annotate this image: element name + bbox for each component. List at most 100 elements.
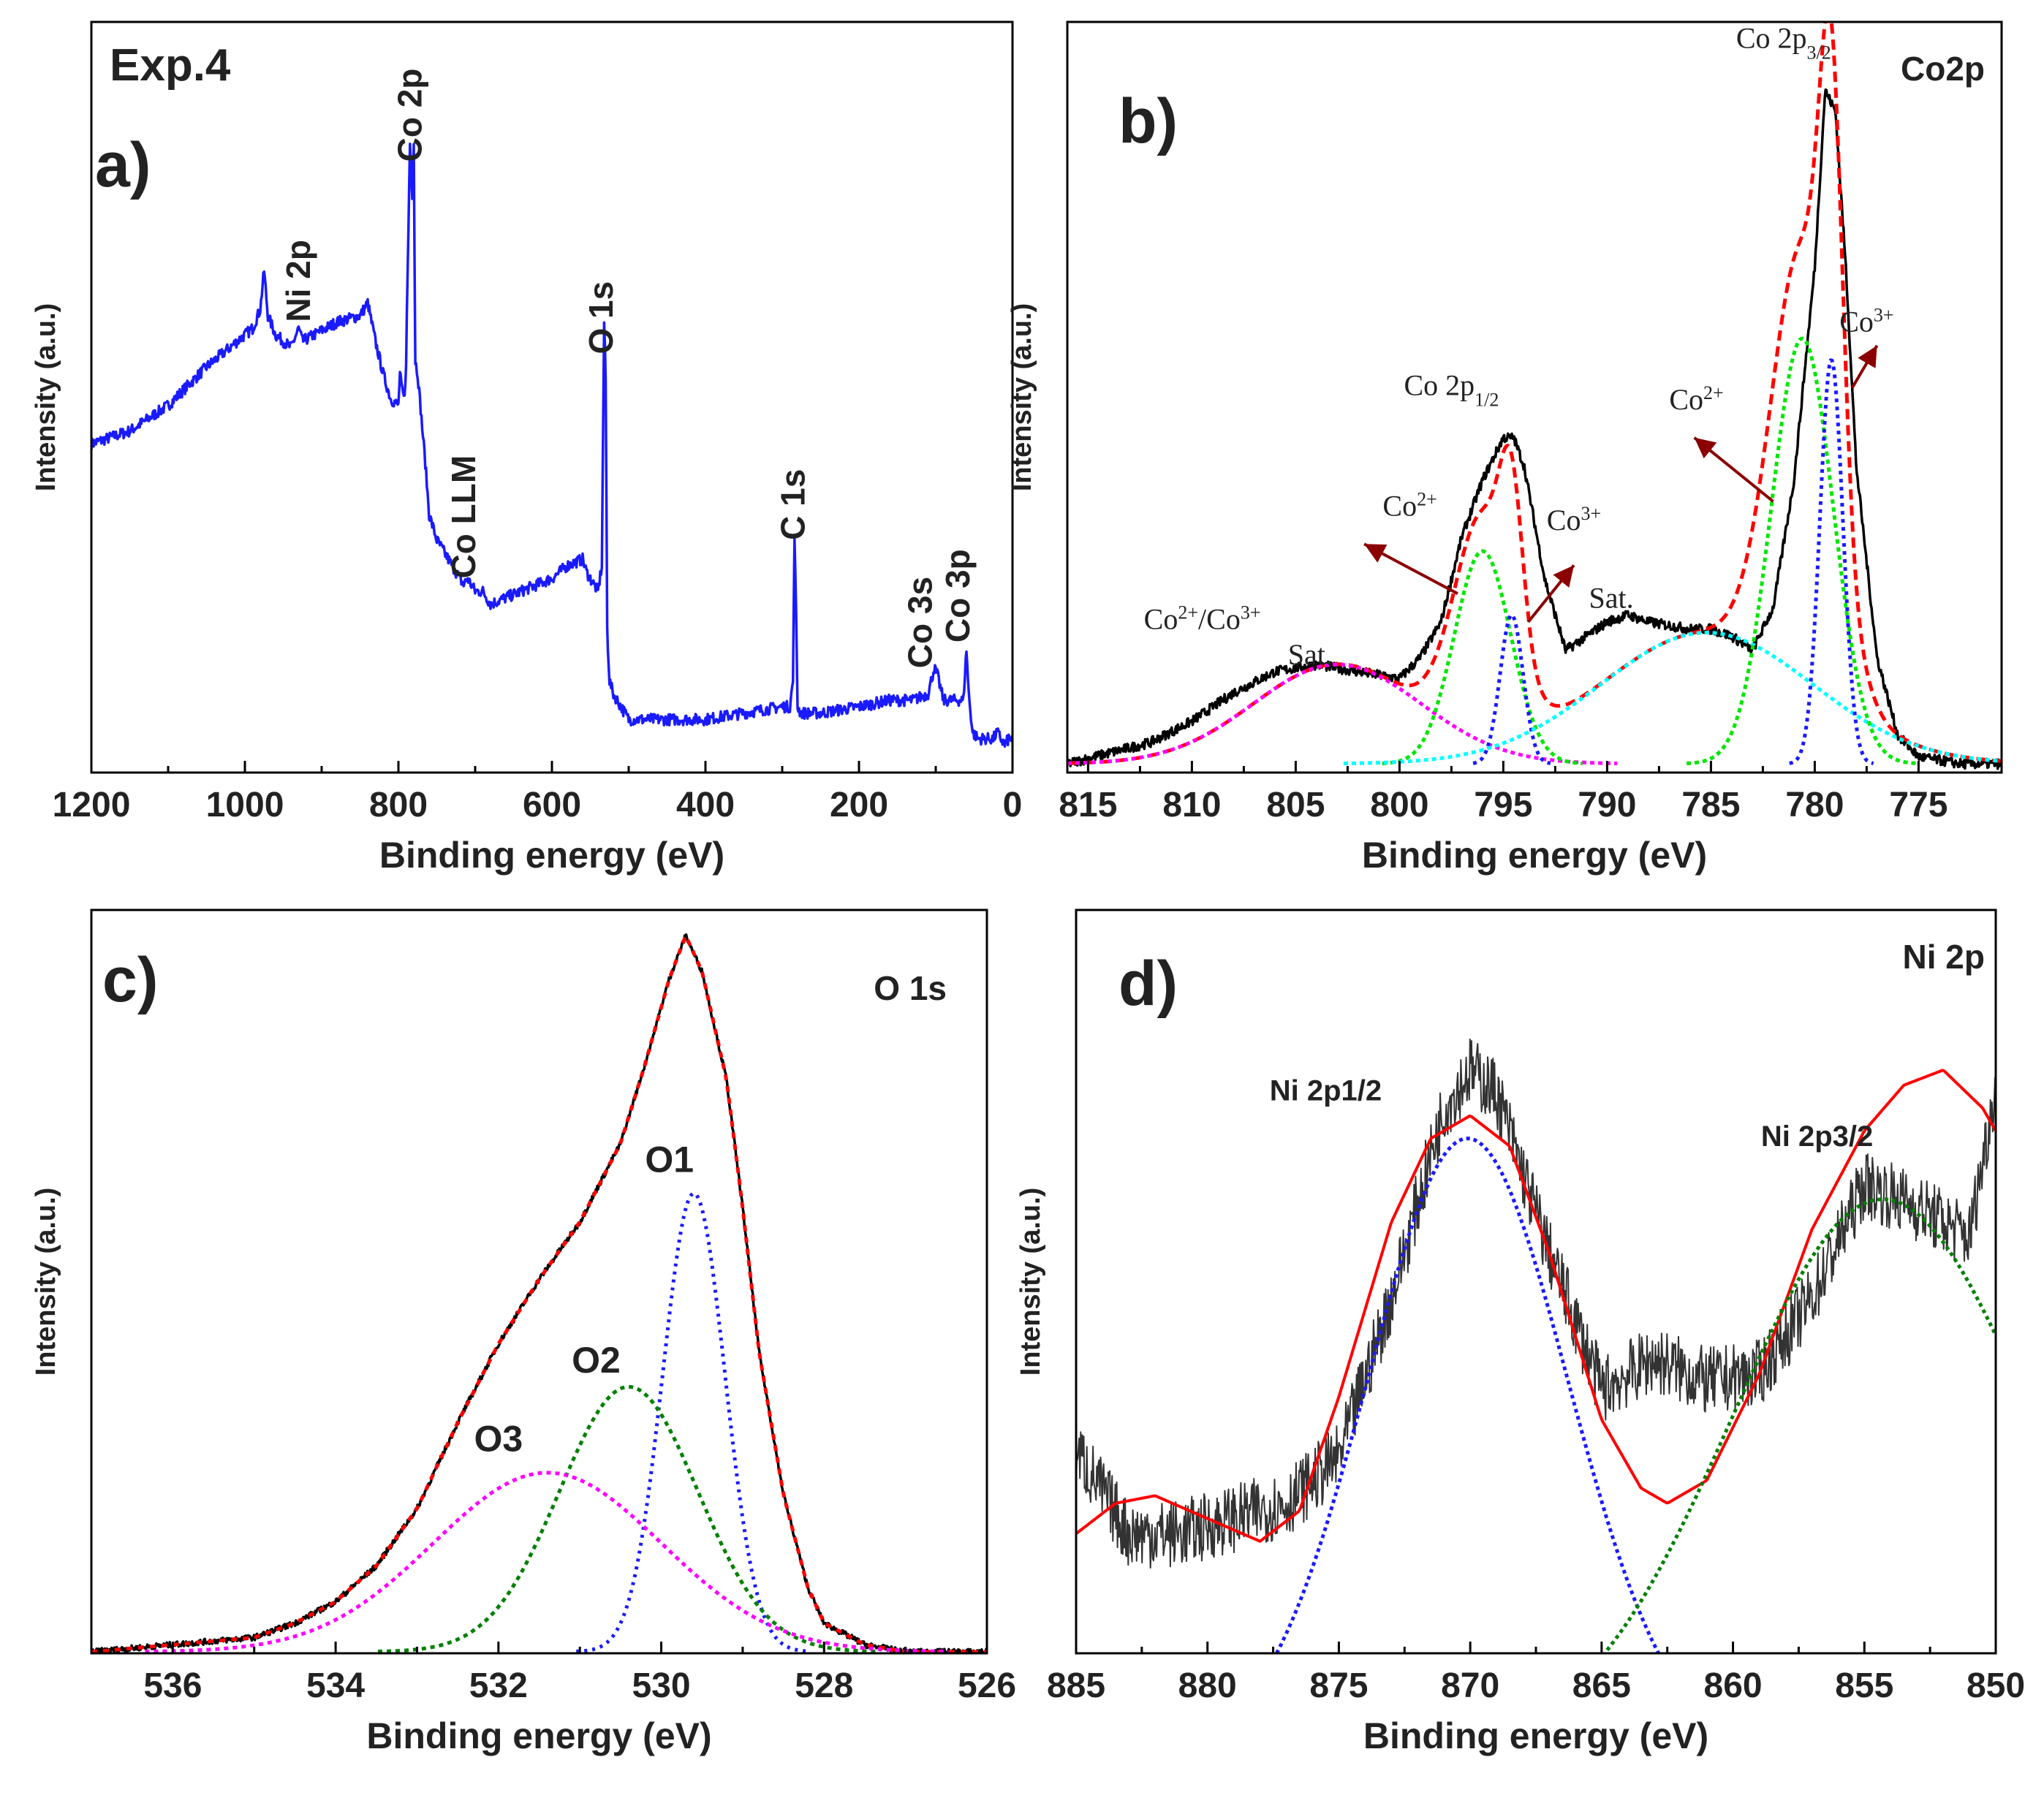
annotation-label: Ni 2p3/2 bbox=[1761, 1120, 1873, 1153]
series-line-0 bbox=[91, 143, 1012, 748]
panel-d: 885 880 875 870 865 860 855 850 Binding energy (… bbox=[1015, 909, 2025, 1756]
x-tick-label: 1200 bbox=[53, 786, 131, 824]
annotation-label: O3 bbox=[474, 1419, 523, 1460]
x-tick-label: 885 bbox=[1047, 1666, 1105, 1705]
peak-label: Co 2p bbox=[391, 69, 429, 162]
panel-c: 536 534 532 530 528 526 Binding energy (eV) Int… bbox=[31, 909, 1016, 1756]
annotation-label: Co3+ bbox=[1839, 304, 1893, 338]
series-line-2 bbox=[575, 1191, 811, 1653]
x-tick-label: 532 bbox=[469, 1666, 528, 1705]
annotation-label: Sat. bbox=[1288, 638, 1333, 671]
panel-letter: a) bbox=[95, 130, 151, 200]
plot-area bbox=[1067, 22, 2002, 770]
series-line-1 bbox=[91, 934, 987, 1653]
x-axis-label: Binding energy (eV) bbox=[366, 1715, 711, 1756]
peak-label: Co LLM bbox=[444, 455, 482, 579]
y-axis-label: Intensity (a.u.) bbox=[31, 303, 61, 492]
x-axis-label: Binding energy (eV) bbox=[379, 835, 724, 876]
annotation-label: Co2+ bbox=[1669, 382, 1723, 417]
series-line-4 bbox=[1472, 612, 1551, 765]
x-tick-label: 785 bbox=[1681, 786, 1740, 824]
x-tick-label: 1000 bbox=[206, 786, 284, 824]
panel-letter: b) bbox=[1118, 86, 1178, 156]
annotation-arrowhead bbox=[1553, 565, 1574, 588]
annotation-arrowhead bbox=[1364, 544, 1388, 563]
x-axis-label: Binding energy (eV) bbox=[1363, 1715, 1708, 1756]
plot-frame bbox=[90, 909, 988, 1655]
peak-label: C 1s bbox=[773, 469, 811, 540]
x-tick-label: 0 bbox=[1003, 786, 1023, 824]
y-axis-label: Intensity (a.u.) bbox=[31, 1188, 61, 1376]
annotation-label: O2 bbox=[572, 1340, 621, 1381]
x-tick-label: 400 bbox=[676, 786, 735, 824]
x-tick-label: 860 bbox=[1704, 1666, 1763, 1705]
x-tick-label: 800 bbox=[369, 786, 428, 824]
x-tick-label: 536 bbox=[143, 1666, 202, 1705]
x-tick-label: 534 bbox=[306, 1666, 365, 1705]
x-tick-label: 775 bbox=[1889, 786, 1948, 824]
series-line-0 bbox=[1067, 88, 2002, 770]
peak-label: O 1s bbox=[582, 281, 620, 354]
annotation-label: Co2+/Co3+ bbox=[1144, 602, 1261, 636]
x-tick-label: 875 bbox=[1309, 1666, 1368, 1705]
series-line-7 bbox=[1789, 358, 1874, 765]
annotation-arrowhead bbox=[1694, 437, 1717, 459]
x-tick-label: 526 bbox=[958, 1666, 1016, 1705]
annotation-label: Co 2p1/2 bbox=[1404, 369, 1499, 411]
panel-b: 815 810 805 800 795 790 785 780 775 Binding energ… bbox=[1007, 20, 2003, 876]
x-tick-label: 865 bbox=[1572, 1666, 1631, 1705]
figure-experiment-label: Exp.4 bbox=[110, 40, 231, 91]
plot-area bbox=[91, 143, 1012, 748]
series-line-4 bbox=[144, 1471, 950, 1653]
peak-label: Co 3p bbox=[939, 549, 977, 642]
x-tick-label: 870 bbox=[1441, 1666, 1499, 1705]
plot-frame bbox=[90, 20, 1014, 774]
panel-title: O 1s bbox=[874, 969, 947, 1007]
x-tick-label: 780 bbox=[1785, 786, 1844, 824]
y-axis-label: Intensity (a.u.) bbox=[1015, 1188, 1046, 1376]
panel-title: Ni 2p bbox=[1903, 938, 1985, 976]
x-tick-label: 600 bbox=[523, 786, 581, 824]
series-line-0 bbox=[1076, 1038, 1996, 1569]
x-tick-label: 530 bbox=[632, 1666, 690, 1705]
x-tick-label: 810 bbox=[1162, 786, 1221, 824]
x-tick-label: 850 bbox=[1967, 1666, 2025, 1705]
series-line-2 bbox=[1274, 1137, 1661, 1653]
series-line-3 bbox=[1382, 549, 1583, 765]
series-line-3 bbox=[1602, 1197, 1996, 1653]
plot-frame bbox=[1066, 20, 2003, 774]
x-tick-label: 795 bbox=[1474, 786, 1532, 824]
plot-area bbox=[1076, 1038, 1996, 1653]
plot-area bbox=[91, 933, 987, 1653]
annotation-label: Co2+ bbox=[1382, 488, 1437, 523]
series-line-6 bbox=[1686, 336, 1918, 765]
x-axis-label: Binding energy (eV) bbox=[1362, 835, 1707, 876]
x-tick-label: 528 bbox=[795, 1666, 853, 1705]
panel-title: Co2p bbox=[1901, 50, 1985, 88]
x-tick-label: 855 bbox=[1835, 1666, 1893, 1705]
series-line-3 bbox=[377, 1384, 880, 1653]
series-line-5 bbox=[1343, 631, 2002, 765]
annotation-label: Co3+ bbox=[1547, 502, 1601, 536]
panel-a: 1200 1000 800 600 400 200 0 Binding energy (eV)… bbox=[31, 20, 1023, 876]
x-tick-label: 800 bbox=[1370, 786, 1428, 824]
series-line-1 bbox=[1076, 1069, 1996, 1543]
series-line-1 bbox=[1067, 22, 2002, 765]
x-tick-label: 805 bbox=[1266, 786, 1325, 824]
x-tick-label: 200 bbox=[830, 786, 888, 824]
annotation-arrowhead bbox=[1858, 345, 1877, 368]
annotation-label: Co 2p3/2 bbox=[1736, 21, 1831, 63]
panel-letter: d) bbox=[1118, 949, 1178, 1019]
annotation-label: Sat. bbox=[1589, 582, 1634, 615]
y-axis-label: Intensity (a.u.) bbox=[1007, 303, 1037, 492]
annotation-label: O1 bbox=[645, 1139, 694, 1180]
series-line-0 bbox=[91, 933, 987, 1653]
series-line-2 bbox=[1067, 662, 1618, 765]
x-tick-label: 815 bbox=[1059, 786, 1117, 824]
peak-label: Co 3s bbox=[901, 577, 939, 668]
panel-letter: c) bbox=[102, 945, 158, 1015]
annotation-label: Ni 2p1/2 bbox=[1270, 1075, 1382, 1107]
peak-label: Ni 2p bbox=[279, 240, 317, 322]
x-tick-label: 880 bbox=[1178, 1666, 1237, 1705]
